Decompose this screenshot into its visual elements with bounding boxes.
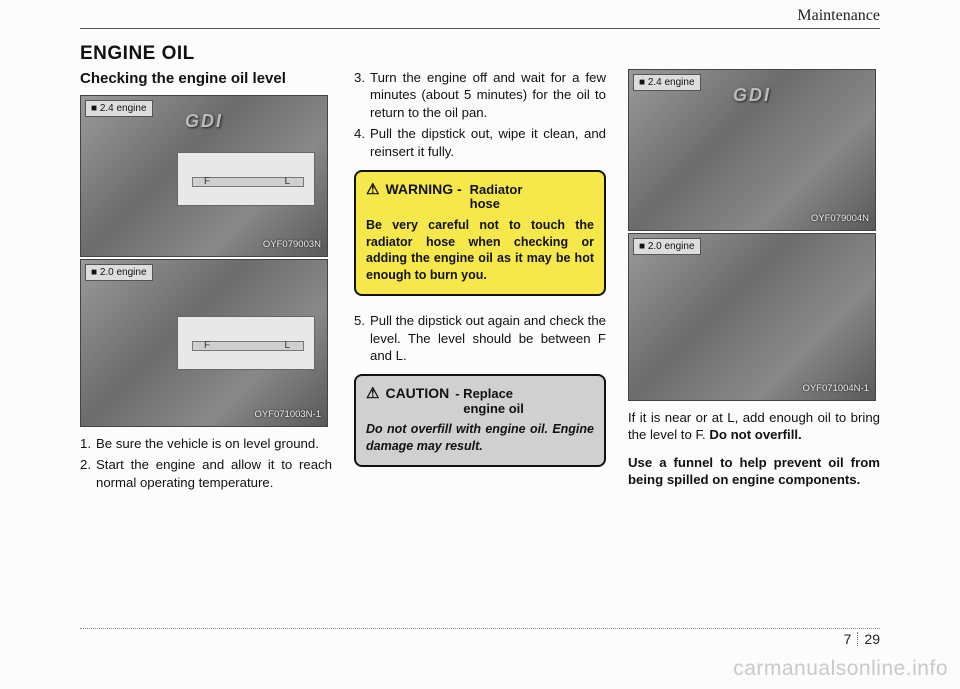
dipstick-callout: F L xyxy=(177,152,315,206)
caution-sub1: - Replace xyxy=(455,387,524,401)
figure-label: ■ 2.0 engine xyxy=(85,264,153,281)
step-num: 2. xyxy=(80,456,96,491)
section-title: ENGINE OIL xyxy=(80,43,880,65)
gdi-badge: GDI xyxy=(185,110,223,134)
column-3: ■ 2.4 engine GDI OYF079004N ■ 2.0 engine… xyxy=(628,69,880,499)
para-add-oil: If it is near or at L, add enough oil to… xyxy=(628,409,880,444)
step-2: 2. Start the engine and allow it to reac… xyxy=(80,456,332,491)
step-num: 3. xyxy=(354,69,370,121)
dipstick-l: L xyxy=(284,339,290,352)
page-number: 7 29 xyxy=(844,631,880,647)
step-5: 5. Pull the dipstick out again and check… xyxy=(354,312,606,364)
figure-label: ■ 2.0 engine xyxy=(633,238,701,255)
step-text: Pull the dipstick out, wipe it clean, an… xyxy=(370,125,606,160)
column-1: Checking the engine oil level ■ 2.4 engi… xyxy=(80,69,332,499)
figure-24-dipstick: ■ 2.4 engine GDI F L OYF079003N xyxy=(80,95,328,257)
step-3: 3. Turn the engine off and wait for a fe… xyxy=(354,69,606,121)
page-content: Maintenance ENGINE OIL Checking the engi… xyxy=(80,28,880,499)
step-num: 4. xyxy=(354,125,370,160)
page-sep xyxy=(857,632,858,646)
caution-title: CAUTION xyxy=(385,384,449,402)
figure-code: OYF071003N-1 xyxy=(254,409,321,422)
dipstick-l: L xyxy=(284,175,290,188)
gdi-badge: GDI xyxy=(733,84,771,108)
step-text: Start the engine and allow it to reach n… xyxy=(96,456,332,491)
figure-code: OYF079003N xyxy=(263,239,321,252)
figure-20-pour: ■ 2.0 engine OYF071004N-1 xyxy=(628,233,876,401)
warning-title: WARNING - xyxy=(385,180,461,198)
figure-label: ■ 2.4 engine xyxy=(85,100,153,117)
warning-sub1: Radiator xyxy=(470,183,523,197)
step-num: 5. xyxy=(354,312,370,364)
para-funnel: Use a funnel to help prevent oil from be… xyxy=(628,454,880,489)
warning-title-row: ⚠ WARNING - Radiator hose xyxy=(366,180,594,212)
caution-box: ⚠ CAUTION - Replace engine oil Do not ov… xyxy=(354,374,606,466)
dipstick-callout: F L xyxy=(177,316,315,370)
figure-20-dipstick: ■ 2.0 engine F L OYF071003N-1 xyxy=(80,259,328,427)
page-num-value: 29 xyxy=(864,631,880,647)
subheading-checking: Checking the engine oil level xyxy=(80,69,332,89)
dipstick-f: F xyxy=(204,175,210,188)
step-text: Be sure the vehicle is on level ground. xyxy=(96,435,332,452)
caution-title-row: ⚠ CAUTION - Replace engine oil xyxy=(366,384,594,416)
step-text: Turn the engine off and wait for a few m… xyxy=(370,69,606,121)
warning-icon: ⚠ xyxy=(366,182,379,197)
watermark: carmanualsonline.info xyxy=(733,657,948,681)
step-text: Pull the dipstick out again and check th… xyxy=(370,312,606,364)
figure-code: OYF071004N-1 xyxy=(802,383,869,396)
figure-24-pour: ■ 2.4 engine GDI OYF079004N xyxy=(628,69,876,231)
caution-icon: ⚠ xyxy=(366,386,379,401)
caution-sub2: engine oil xyxy=(455,402,524,416)
footer-dotted-line xyxy=(80,628,880,629)
columns: Checking the engine oil level ■ 2.4 engi… xyxy=(80,69,880,499)
header-rule: Maintenance xyxy=(80,28,880,29)
step-4: 4. Pull the dipstick out, wipe it clean,… xyxy=(354,125,606,160)
caution-body: Do not overfill with engine oil. Engine … xyxy=(366,421,594,455)
header-category: Maintenance xyxy=(797,7,880,25)
column-2: 3. Turn the engine off and wait for a fe… xyxy=(354,69,606,499)
dipstick-f: F xyxy=(204,339,210,352)
warning-sub2: hose xyxy=(470,197,523,211)
chapter-num: 7 xyxy=(844,631,852,647)
figure-code: OYF079004N xyxy=(811,213,869,226)
warning-box: ⚠ WARNING - Radiator hose Be very carefu… xyxy=(354,170,606,296)
figure-label: ■ 2.4 engine xyxy=(633,74,701,91)
step-1: 1. Be sure the vehicle is on level groun… xyxy=(80,435,332,452)
do-not-overfill: Do not overfill. xyxy=(709,427,801,442)
step-num: 1. xyxy=(80,435,96,452)
warning-body: Be very careful not to touch the radiato… xyxy=(366,217,594,285)
